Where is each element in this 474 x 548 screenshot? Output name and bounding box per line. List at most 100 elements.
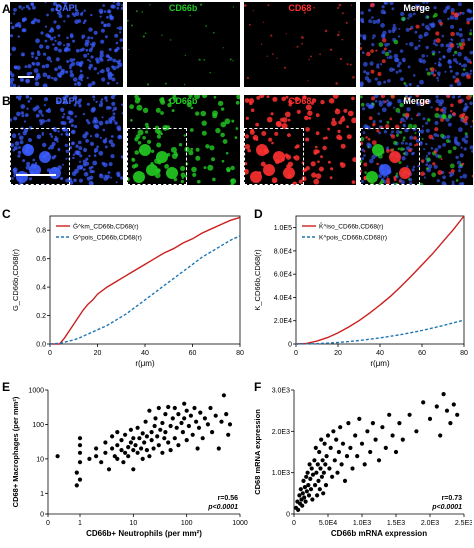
cell-mark (94, 133, 100, 138)
cell-mark (79, 65, 82, 68)
cell-mark (40, 31, 44, 35)
cell-mark (426, 167, 430, 170)
series-line-2 (295, 319, 465, 345)
cell-mark (434, 62, 437, 65)
cell-mark (68, 120, 72, 124)
cell-mark (449, 84, 454, 87)
cell-mark (100, 98, 104, 101)
cell-mark (92, 160, 98, 166)
cell-mark (21, 8, 24, 11)
cell-mark (214, 127, 221, 134)
cell-mark (63, 98, 66, 101)
cell-mark (440, 108, 444, 112)
cell-mark (24, 113, 29, 117)
cell-mark (79, 164, 84, 169)
scatter-point (301, 478, 306, 483)
cell-mark (363, 150, 366, 153)
y-axis-label: CD68 mRNA expression (253, 409, 262, 495)
cell-mark (433, 42, 436, 45)
scatter-point (168, 448, 173, 453)
cell-mark (374, 95, 379, 99)
cell-mark (381, 50, 386, 55)
scatter-point (304, 489, 309, 494)
cell-mark (407, 17, 410, 20)
cell-mark (296, 45, 298, 48)
cell-mark (234, 136, 238, 139)
cell-mark (307, 58, 310, 61)
cell-mark (27, 7, 31, 10)
cell-mark (217, 100, 224, 107)
cell-mark (209, 145, 215, 151)
cell-mark (29, 71, 33, 75)
cell-mark (118, 135, 122, 138)
cell-mark (275, 57, 278, 59)
correlation-r: r=0.73 (442, 495, 463, 502)
cell-mark (396, 133, 400, 137)
cell-mark (126, 19, 129, 22)
cell-mark (113, 119, 116, 122)
cell-mark (428, 164, 433, 169)
cell-mark (104, 35, 108, 39)
cell-mark (15, 95, 20, 99)
cell-mark (250, 108, 254, 112)
scatter-point (144, 448, 149, 453)
cell-mark (400, 49, 404, 53)
cell-mark (72, 130, 75, 133)
cell-mark (361, 20, 365, 24)
cell-mark (255, 96, 260, 100)
cell-mark (372, 140, 377, 145)
cell-mark (405, 27, 411, 32)
cell-mark (27, 64, 32, 69)
cell-mark (53, 46, 59, 51)
cell-mark (425, 45, 430, 50)
scatter-point (336, 449, 341, 455)
cell-mark (65, 46, 69, 50)
cell-mark (211, 177, 216, 182)
micro-b-dapi: DAPI (10, 95, 123, 185)
cell-mark (422, 117, 426, 121)
cell-mark (440, 118, 445, 122)
cell-mark (204, 144, 210, 149)
cell-mark (450, 43, 455, 48)
cell-mark (69, 70, 73, 74)
scatter-point (344, 454, 350, 459)
cell-mark (315, 149, 320, 154)
cell-mark (34, 81, 40, 86)
cell-mark (464, 134, 469, 139)
scatter-point (451, 402, 456, 407)
cell-mark (300, 42, 303, 45)
cell-mark (207, 164, 214, 171)
cell-mark (64, 143, 68, 147)
series-line-1 (50, 216, 241, 345)
cell-mark (211, 110, 218, 117)
cell-mark (330, 120, 337, 127)
cell-mark (429, 23, 432, 26)
cell-mark (99, 173, 103, 177)
scatter-point (390, 433, 395, 438)
scatter-point (180, 430, 185, 435)
inset-cell (366, 171, 379, 183)
cell-mark (283, 66, 286, 69)
cell-mark (19, 77, 24, 82)
cell-mark (383, 80, 387, 84)
cell-mark (425, 68, 429, 71)
cell-mark (188, 95, 193, 98)
scatter-point (155, 434, 160, 439)
cell-mark (172, 97, 178, 102)
cell-mark (399, 102, 405, 108)
cell-mark (47, 108, 52, 113)
cell-mark (76, 9, 79, 12)
micro-label-merge: Merge (403, 3, 430, 13)
cell-mark (436, 179, 441, 183)
cell-mark (244, 134, 249, 139)
cell-mark (78, 146, 83, 150)
cell-mark (459, 63, 462, 66)
cell-mark (413, 74, 416, 77)
cell-mark (452, 54, 456, 57)
cell-mark (360, 11, 365, 15)
cell-mark (266, 95, 269, 99)
cell-mark (53, 128, 57, 133)
cell-mark (25, 4, 30, 9)
cell-mark (155, 107, 161, 113)
cell-mark (462, 173, 468, 179)
